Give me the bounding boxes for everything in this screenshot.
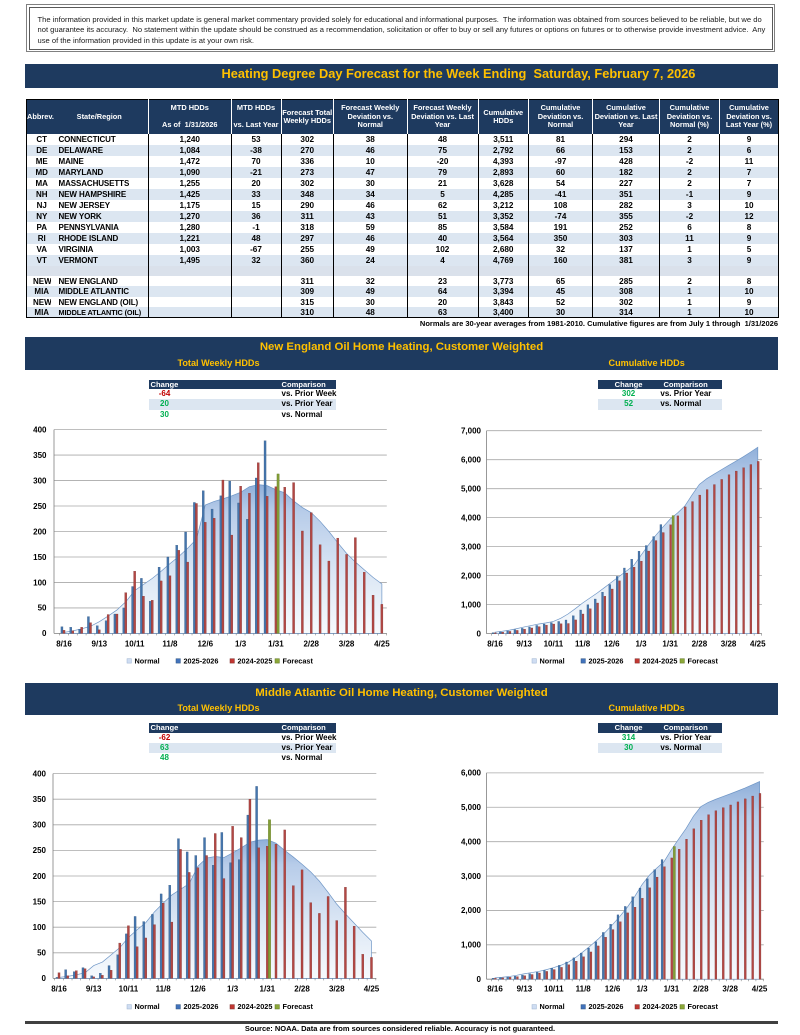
svg-text:10/11: 10/11 [119,985,139,994]
svg-text:1,000: 1,000 [461,941,482,950]
svg-text:2/28: 2/28 [303,640,319,649]
svg-text:1/31: 1/31 [662,640,678,649]
svg-text:350: 350 [33,795,47,804]
svg-text:200: 200 [33,872,47,881]
svg-text:2024-2025: 2024-2025 [238,1002,273,1011]
svg-text:3/28: 3/28 [339,640,355,649]
svg-text:3/28: 3/28 [721,640,737,649]
svg-text:2024-2025: 2024-2025 [643,656,678,665]
svg-text:2025-2026: 2025-2026 [184,656,219,665]
svg-text:11/8: 11/8 [575,640,591,649]
svg-text:1/31: 1/31 [260,985,276,994]
svg-text:0: 0 [477,629,482,638]
svg-text:8/16: 8/16 [51,985,67,994]
svg-text:6,000: 6,000 [461,455,482,464]
svg-text:Normal: Normal [135,656,160,665]
svg-text:2024-2025: 2024-2025 [643,1002,678,1011]
svg-text:2025-2026: 2025-2026 [589,1002,624,1011]
svg-text:4/25: 4/25 [364,985,380,994]
svg-text:5,000: 5,000 [461,803,482,812]
svg-text:4/25: 4/25 [374,640,390,649]
svg-text:9/13: 9/13 [92,640,108,649]
svg-text:400: 400 [33,425,47,434]
svg-text:2/28: 2/28 [693,985,709,994]
svg-text:0: 0 [42,629,47,638]
svg-text:250: 250 [33,502,47,511]
svg-text:3/28: 3/28 [329,985,345,994]
svg-text:0: 0 [42,974,47,983]
svg-text:5,000: 5,000 [461,484,482,493]
svg-text:12/6: 12/6 [604,640,620,649]
svg-text:7,000: 7,000 [461,427,482,436]
svg-text:Forecast: Forecast [283,1002,314,1011]
svg-text:Forecast: Forecast [688,656,719,665]
svg-text:8/16: 8/16 [56,640,72,649]
svg-text:11/8: 11/8 [162,640,178,649]
svg-text:4,000: 4,000 [461,837,482,846]
svg-text:50: 50 [37,949,46,958]
svg-text:200: 200 [33,527,47,536]
svg-text:0: 0 [477,975,482,984]
svg-text:9/13: 9/13 [517,985,533,994]
svg-text:12/6: 12/6 [197,640,213,649]
svg-text:2,000: 2,000 [461,571,482,580]
svg-text:150: 150 [33,897,47,906]
svg-text:Normal: Normal [135,1002,160,1011]
svg-text:Normal: Normal [540,656,565,665]
svg-text:1/3: 1/3 [635,640,647,649]
svg-text:6,000: 6,000 [461,769,482,778]
svg-text:2025-2026: 2025-2026 [184,1002,219,1011]
svg-text:3,000: 3,000 [461,872,482,881]
svg-text:4,000: 4,000 [461,513,482,522]
svg-text:9/13: 9/13 [86,985,102,994]
svg-text:10/11: 10/11 [544,985,564,994]
svg-text:250: 250 [33,846,47,855]
svg-text:300: 300 [33,821,47,830]
svg-text:Forecast: Forecast [688,1002,719,1011]
svg-text:2024-2025: 2024-2025 [238,656,273,665]
svg-text:150: 150 [33,553,47,562]
svg-text:4/25: 4/25 [750,640,766,649]
svg-text:12/6: 12/6 [190,985,206,994]
svg-text:1,000: 1,000 [461,600,482,609]
svg-text:100: 100 [33,578,47,587]
svg-text:2025-2026: 2025-2026 [589,656,624,665]
svg-text:3/28: 3/28 [722,985,738,994]
svg-text:10/11: 10/11 [544,640,564,649]
svg-text:11/8: 11/8 [156,985,172,994]
svg-text:4/25: 4/25 [752,985,768,994]
svg-text:300: 300 [33,476,47,485]
svg-text:11/8: 11/8 [576,985,592,994]
svg-text:12/6: 12/6 [605,985,621,994]
svg-text:1/3: 1/3 [636,985,648,994]
svg-text:1/31: 1/31 [268,640,284,649]
svg-text:Normal: Normal [540,1002,565,1011]
svg-text:9/13: 9/13 [516,640,532,649]
svg-text:350: 350 [33,451,47,460]
svg-text:50: 50 [38,604,47,613]
svg-text:100: 100 [33,923,47,932]
svg-text:1/3: 1/3 [227,985,239,994]
svg-text:2/28: 2/28 [692,640,708,649]
svg-text:1/3: 1/3 [235,640,247,649]
svg-text:Forecast: Forecast [283,656,314,665]
svg-text:1/31: 1/31 [664,985,680,994]
svg-text:8/16: 8/16 [487,640,503,649]
svg-text:8/16: 8/16 [487,985,503,994]
svg-text:10/11: 10/11 [125,640,145,649]
svg-text:2,000: 2,000 [461,906,482,915]
svg-text:400: 400 [33,769,47,778]
svg-text:2/28: 2/28 [294,985,310,994]
svg-text:3,000: 3,000 [461,542,482,551]
